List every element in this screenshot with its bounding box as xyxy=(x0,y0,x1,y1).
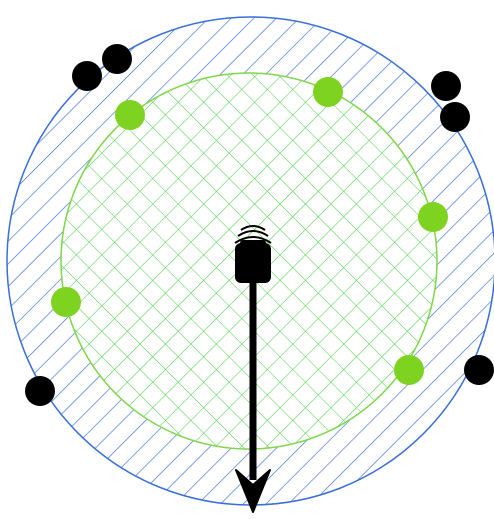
green-point xyxy=(115,100,145,130)
green-point xyxy=(313,77,343,107)
black-point xyxy=(25,376,55,406)
black-point xyxy=(431,71,461,101)
arrow-down-icon xyxy=(235,469,271,513)
green-point xyxy=(51,287,81,317)
wireless-device-icon xyxy=(234,225,272,283)
green-point xyxy=(394,355,424,385)
black-point xyxy=(72,61,102,91)
black-point xyxy=(464,355,494,385)
black-point xyxy=(102,44,132,74)
green-point xyxy=(418,202,448,232)
black-point xyxy=(440,102,470,132)
